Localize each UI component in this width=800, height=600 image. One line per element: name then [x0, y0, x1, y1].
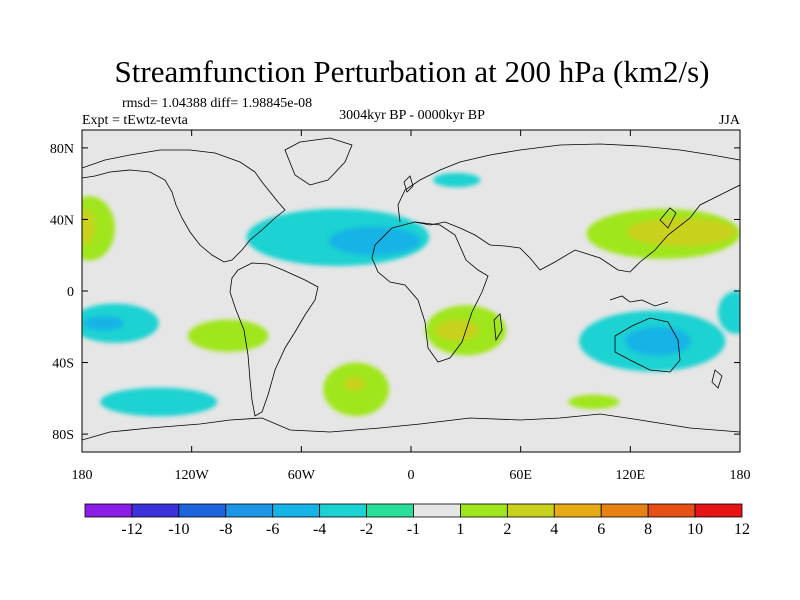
colorbar-label: -2	[360, 521, 373, 538]
colorbar-swatch	[694, 503, 743, 518]
colorbar-swatch	[319, 503, 367, 518]
stats-label: rmsd= 1.04388 diff= 1.98845e-08	[122, 96, 312, 111]
colorbar-label: 6	[597, 521, 605, 538]
anomaly-southern-africa-positive-core	[434, 319, 479, 342]
coast-madagascar	[493, 313, 503, 342]
anomaly-layer	[82, 172, 740, 417]
y-tick-label: 80S	[52, 428, 74, 443]
x-tick-label: 0	[408, 468, 415, 483]
x-axis: 180 120W 60W 0 60E 120E 180	[72, 130, 751, 483]
x-tick-label: 180	[72, 468, 93, 483]
y-tick-label: 40N	[50, 213, 74, 228]
chart-title: Streamfunction Perturbation at 200 hPa (…	[115, 54, 710, 89]
anomaly-arctic-europe-negative	[432, 172, 481, 188]
colorbar-swatch	[84, 503, 133, 518]
colorbar-label: 1	[456, 521, 464, 538]
colorbar-swatch	[131, 503, 180, 518]
y-tick-label: 0	[67, 285, 74, 300]
colorbar-swatch	[225, 503, 274, 518]
coast-south-america	[229, 262, 319, 417]
coast-japan	[659, 207, 677, 229]
x-tick-label: 120W	[175, 468, 210, 483]
colorbar-label: 2	[503, 521, 511, 538]
coast-greenland	[284, 137, 353, 186]
colorbar-label: -4	[313, 521, 326, 538]
colorbar-swatch	[178, 503, 227, 518]
colorbar-swatch	[600, 503, 649, 518]
colorbar-label: 12	[734, 521, 750, 538]
coast-britain	[403, 175, 414, 193]
colorbar-swatch	[413, 503, 461, 518]
anomaly-date-line-south-negative	[718, 291, 740, 334]
coast-indonesia	[609, 295, 669, 307]
colorbar-label: -10	[168, 521, 189, 538]
anomaly-north-atlantic-negative-core	[328, 226, 421, 256]
coast-new-zealand	[711, 369, 723, 389]
colorbar-swatch	[506, 503, 555, 518]
anomaly-north-pacific-west-positive-core	[82, 208, 95, 245]
period-label: 3004kyr BP - 0000kyr BP	[339, 108, 485, 123]
anomaly-southern-pacific-negative	[100, 387, 218, 417]
anomaly-south-pacific-positive	[188, 319, 269, 352]
anomaly-southern-ocean-positive	[568, 394, 620, 410]
coast-eurasia	[397, 143, 740, 273]
x-tick-label: 180	[730, 468, 751, 483]
colorbar-label: 8	[644, 521, 652, 538]
coast-antarctica	[82, 413, 740, 441]
coast-australia	[614, 317, 681, 373]
x-tick-label: 60W	[288, 468, 316, 483]
colorbar-swatch	[272, 503, 321, 518]
colorbar: -12 -10 -8 -6 -4 -2 -1 1 2 4 6 8 10 12	[84, 503, 750, 538]
colorbar-label: -1	[407, 521, 420, 538]
coastlines	[82, 137, 740, 441]
colorbar-swatch	[366, 503, 414, 518]
colorbar-label: -12	[121, 521, 142, 538]
x-tick-label: 120E	[616, 468, 646, 483]
y-axis: 80N 40N 0 40S 80S	[50, 142, 740, 443]
anomaly-australia-negative-core	[624, 326, 691, 356]
colorbar-swatch	[553, 503, 602, 518]
colorbar-label: 4	[550, 521, 558, 538]
anomaly-south-pacific-negative-core	[83, 316, 125, 331]
colorbar-label: 10	[687, 521, 703, 538]
anomaly-south-atlantic-positive-core	[343, 376, 366, 392]
colorbar-swatch	[460, 503, 508, 518]
x-tick-label: 60E	[509, 468, 532, 483]
experiment-label: Expt = tEwtz-tevta	[82, 113, 189, 128]
coast-north-america	[82, 149, 286, 263]
y-tick-label: 40S	[52, 357, 74, 372]
coast-africa	[371, 221, 489, 363]
map-panel: 180 120W 60W 0 60E 120E 180 80N 40N 0 40S 80S	[50, 129, 751, 483]
colorbar-label: -8	[219, 521, 232, 538]
y-tick-label: 80N	[50, 142, 74, 157]
colorbar-swatch	[647, 503, 696, 518]
anomaly-west-pacific-positive-core	[626, 217, 737, 247]
colorbar-label: -6	[266, 521, 279, 538]
season-label: JJA	[719, 113, 741, 128]
